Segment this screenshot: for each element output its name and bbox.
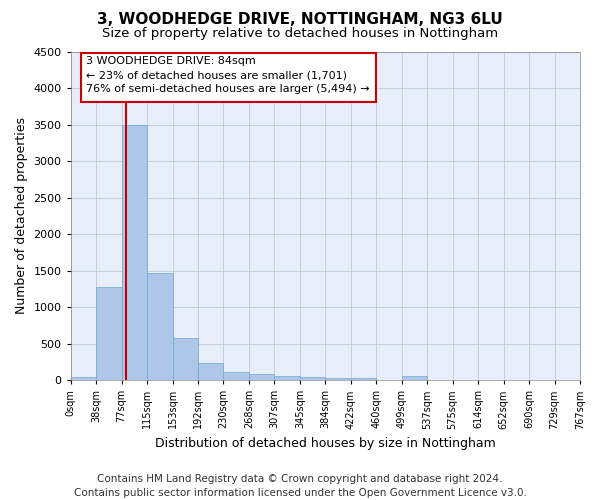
Bar [325,378,351,380]
Y-axis label: Number of detached properties: Number of detached properties [15,118,28,314]
Text: Contains HM Land Registry data © Crown copyright and database right 2024.
Contai: Contains HM Land Registry data © Crown c… [74,474,526,498]
FancyBboxPatch shape [81,53,376,102]
Bar [147,273,173,380]
Bar [249,374,274,380]
Bar [173,338,198,380]
Bar [71,377,96,380]
Text: Size of property relative to detached houses in Nottingham: Size of property relative to detached ho… [102,28,498,40]
X-axis label: Distribution of detached houses by size in Nottingham: Distribution of detached houses by size … [155,437,496,450]
Text: 3, WOODHEDGE DRIVE, NOTTINGHAM, NG3 6LU: 3, WOODHEDGE DRIVE, NOTTINGHAM, NG3 6LU [97,12,503,28]
Bar [223,372,249,380]
Bar [96,288,122,380]
Bar [351,378,376,380]
Bar [274,376,300,380]
Bar [198,362,223,380]
Text: 3 WOODHEDGE DRIVE: 84sqm
← 23% of detached houses are smaller (1,701)
76% of sem: 3 WOODHEDGE DRIVE: 84sqm ← 23% of detach… [86,56,370,94]
Bar [402,376,427,380]
Bar [122,124,147,380]
Bar [300,377,325,380]
